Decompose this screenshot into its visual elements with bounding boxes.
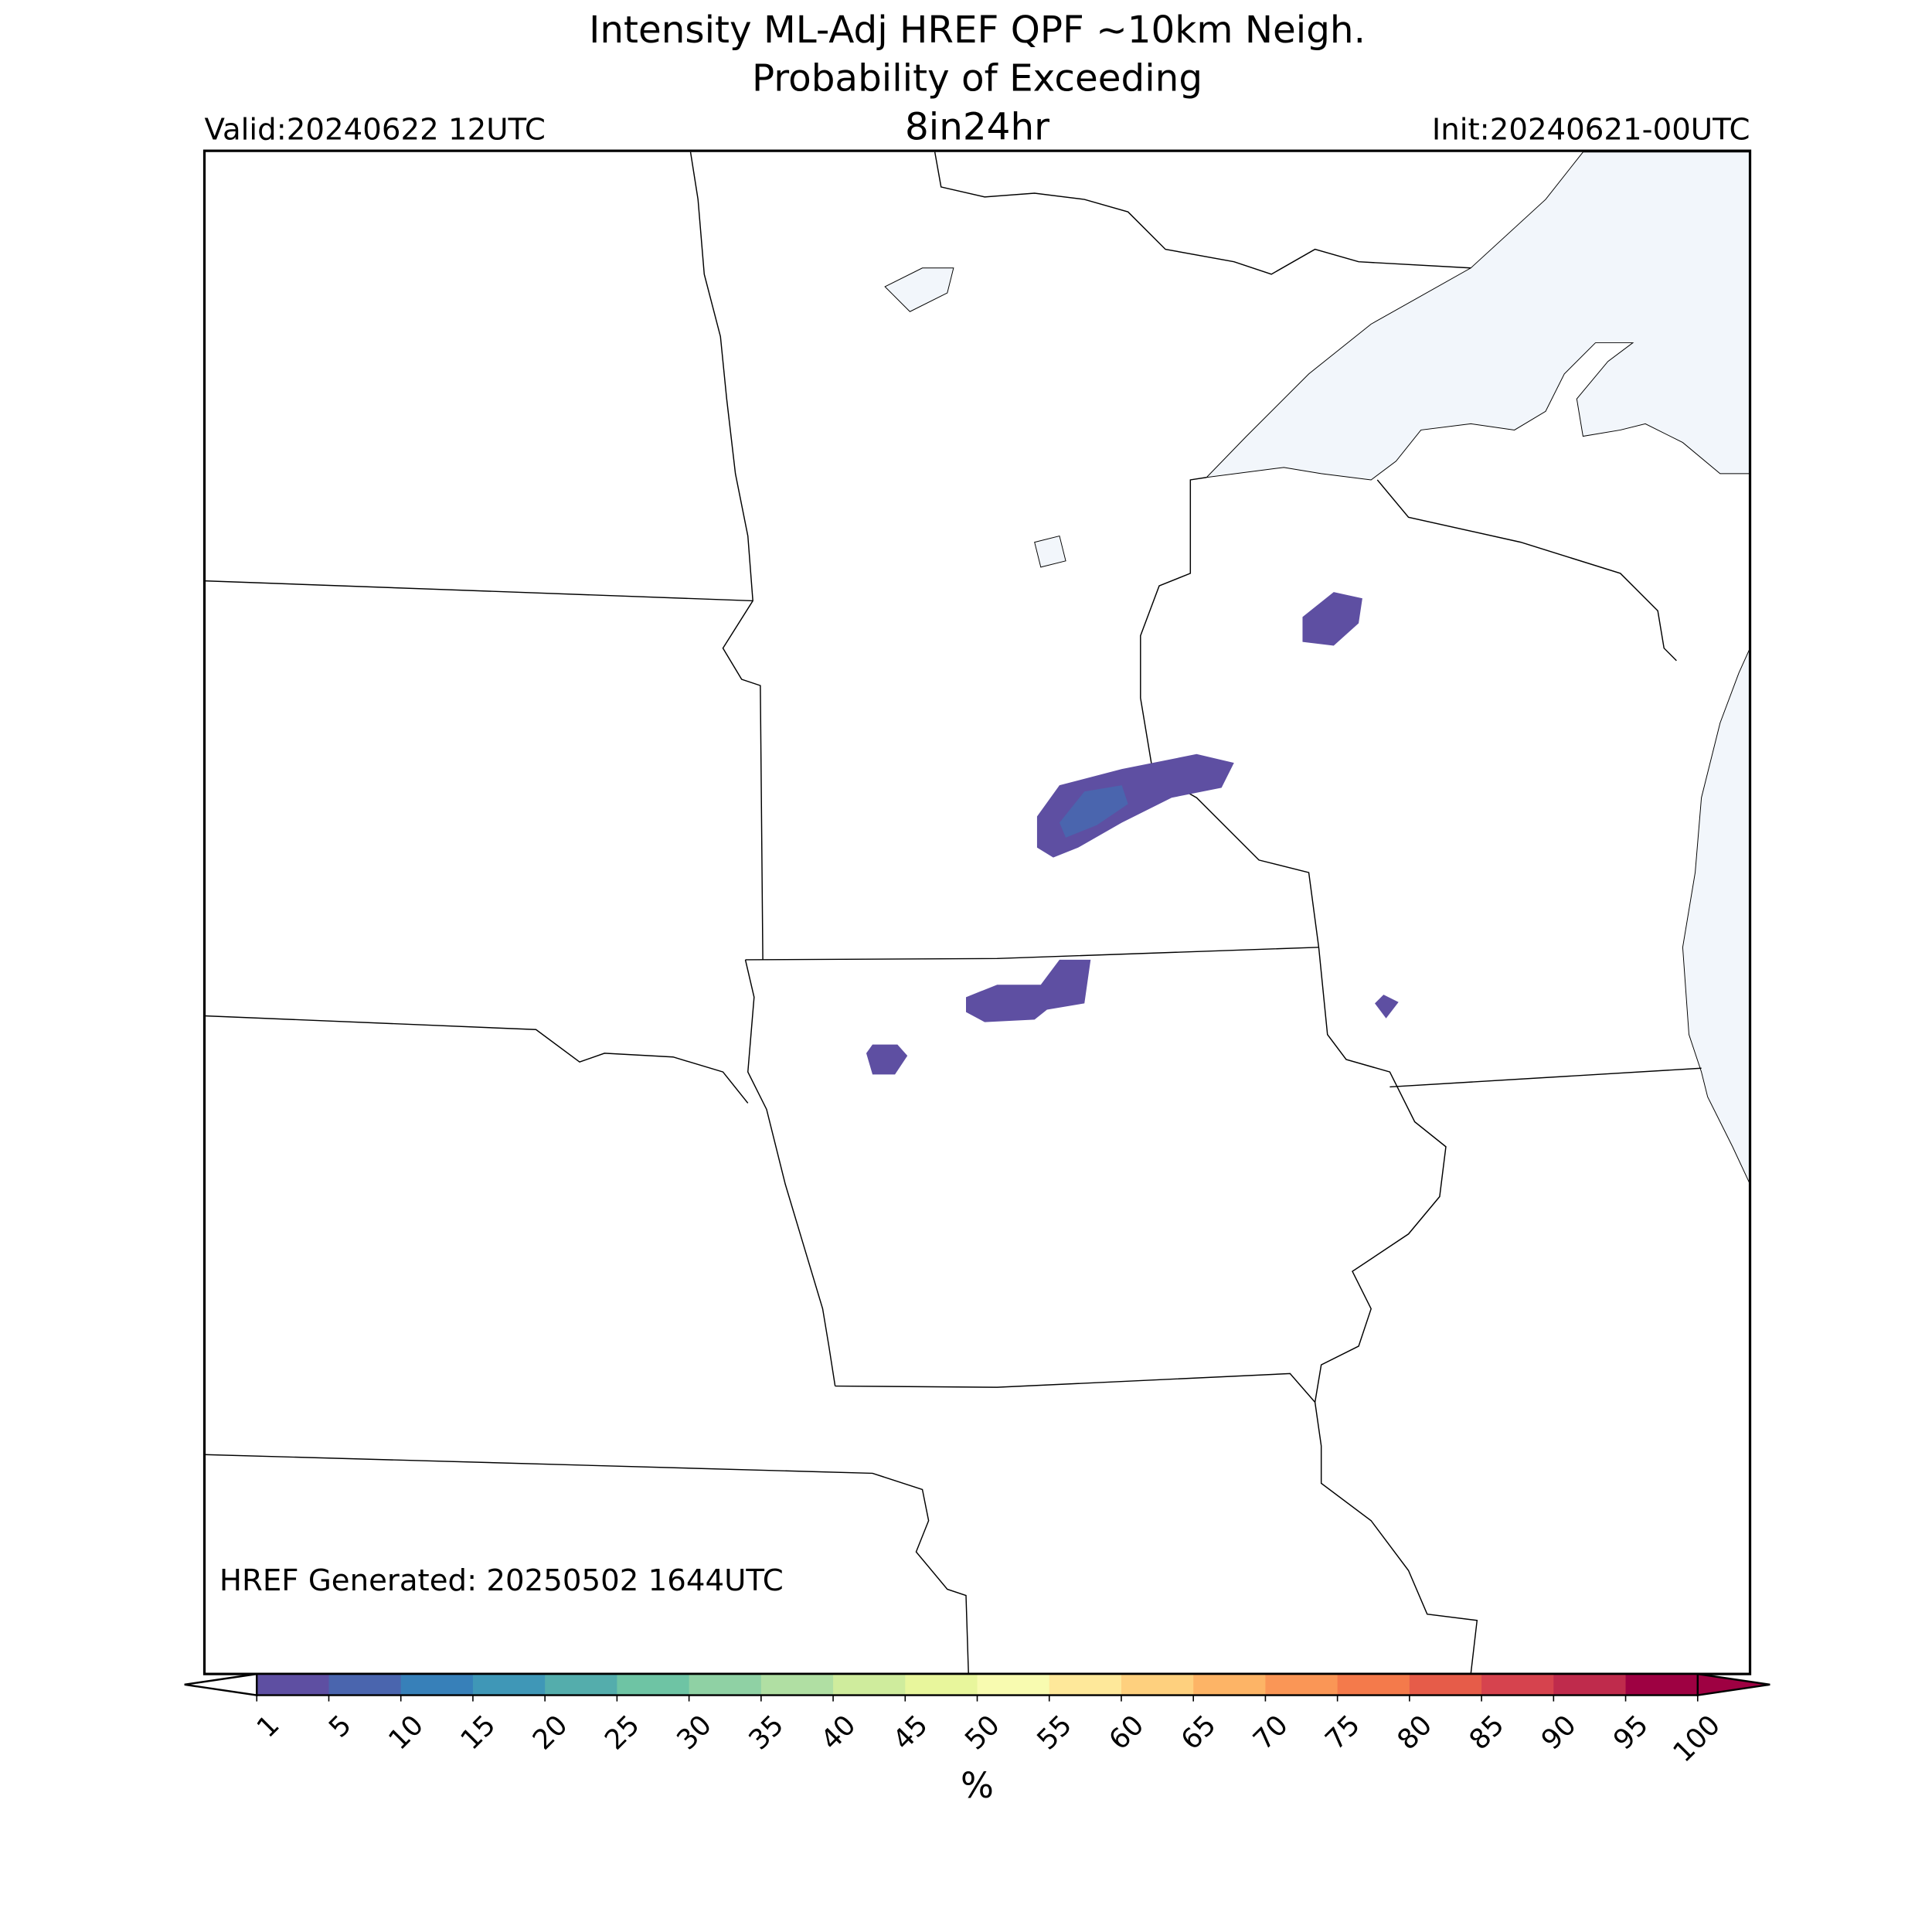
lake-michigan xyxy=(1682,648,1750,1185)
threshold: 8in24hr xyxy=(905,106,1049,149)
probability-area xyxy=(1059,785,1128,838)
colorbar-segment xyxy=(1337,1674,1410,1696)
lake xyxy=(884,267,954,312)
state-border xyxy=(204,580,753,602)
colorbar-segment xyxy=(833,1674,906,1696)
valid-time: Valid:20240622 12UTC xyxy=(205,113,546,148)
probability-area xyxy=(1375,995,1399,1019)
colorbar-tick-label: 30 xyxy=(671,1709,718,1757)
colorbar-tick-label: 70 xyxy=(1247,1709,1294,1757)
state-border xyxy=(744,959,836,1386)
colorbar-tick-label: 20 xyxy=(527,1709,574,1757)
colorbar-tick-label: 100 xyxy=(1667,1709,1726,1769)
colorbar-extension-over xyxy=(1696,1672,1770,1696)
colorbar-tick-label: 65 xyxy=(1175,1709,1223,1757)
colorbar-segment xyxy=(1193,1674,1267,1696)
state-border xyxy=(835,1372,1316,1403)
colorbar-segment xyxy=(617,1674,690,1696)
colorbar-segment xyxy=(977,1674,1050,1696)
colorbar-segment xyxy=(1625,1674,1699,1696)
colorbar-tick-label: 25 xyxy=(599,1709,646,1757)
subtitle: Probability of Exceeding xyxy=(752,57,1202,100)
colorbar-tick-label: 15 xyxy=(454,1709,502,1757)
colorbar: 1 5 10 15 20 25 30 35 40 45 50 55 60 65 70 75 80 85 90 95 10… xyxy=(184,1672,1770,1769)
state-border xyxy=(204,1454,969,1675)
colorbar-tick-label: 60 xyxy=(1103,1709,1150,1757)
colorbar-tick-label: 40 xyxy=(815,1709,862,1757)
colorbar-segment xyxy=(1265,1674,1338,1696)
colorbar-tick-label: 80 xyxy=(1391,1709,1438,1757)
colorbar-tick-label: 35 xyxy=(743,1709,790,1757)
generated-time: HREF Generated: 20250502 1644UTC xyxy=(219,1563,784,1598)
colorbar-tick-label: 75 xyxy=(1319,1709,1366,1757)
state-border xyxy=(204,1015,749,1104)
colorbar-tick-label: 85 xyxy=(1464,1709,1511,1757)
colorbar-tick-label: 55 xyxy=(1031,1709,1078,1757)
probability-area xyxy=(1036,753,1234,858)
state-border xyxy=(1140,477,1320,947)
colorbar-tick-label: 50 xyxy=(959,1709,1006,1757)
state-border xyxy=(745,947,1319,961)
colorbar-tick-label: 10 xyxy=(383,1709,430,1757)
state-border xyxy=(1389,1067,1702,1088)
lake-superior xyxy=(1205,151,1750,481)
colorbar-tick-label: 5 xyxy=(323,1709,358,1744)
colorbar-segment xyxy=(1553,1674,1627,1696)
colorbar-segment xyxy=(1481,1674,1555,1696)
state-border xyxy=(689,151,764,960)
colorbar-label: % xyxy=(961,1765,994,1806)
colorbar-segment xyxy=(1049,1674,1122,1696)
colorbar-segment xyxy=(472,1674,546,1696)
colorbar-segment xyxy=(400,1674,474,1696)
state-border xyxy=(1314,1402,1478,1675)
colorbar-segment xyxy=(257,1674,330,1696)
colorbar-segment xyxy=(1409,1674,1482,1696)
colorbar-segment xyxy=(545,1674,618,1696)
probability-area xyxy=(1302,592,1362,646)
probability-area xyxy=(966,959,1091,1022)
state-border xyxy=(1314,947,1447,1403)
colorbar-tick-label: 1 xyxy=(251,1709,286,1744)
state-border xyxy=(1376,479,1677,662)
colorbar-tick-label: 90 xyxy=(1536,1709,1583,1757)
colorbar-tick-label: 95 xyxy=(1607,1709,1655,1757)
colorbar-segment xyxy=(905,1674,978,1696)
colorbar-segment xyxy=(689,1674,762,1696)
title: Intensity ML-Adj HREF QPF ~10km Neigh. xyxy=(589,9,1366,52)
colorbar-tick-label: 45 xyxy=(887,1709,934,1757)
map: HREF Generated: 20250502 1644UTC xyxy=(202,149,1752,1675)
colorbar-segment xyxy=(1121,1674,1194,1696)
colorbar-segment xyxy=(328,1674,402,1696)
state-border xyxy=(934,151,1471,275)
lake xyxy=(1034,535,1066,568)
init-time: Init:20240621-00UTC xyxy=(1432,113,1750,148)
probability-area xyxy=(866,1044,908,1075)
colorbar-extension-under xyxy=(184,1672,258,1696)
colorbar-segment xyxy=(760,1674,834,1696)
